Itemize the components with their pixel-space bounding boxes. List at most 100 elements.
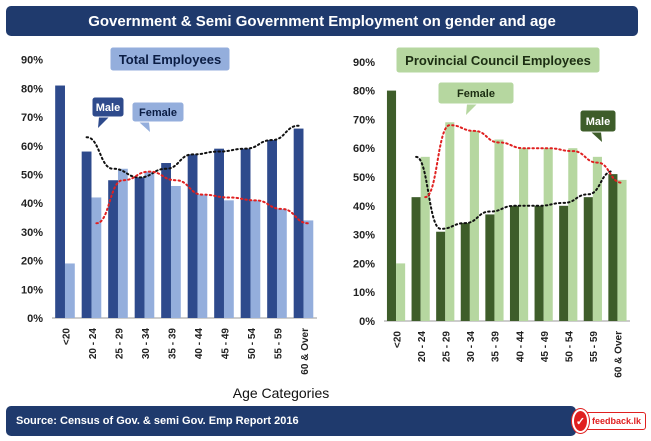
- pc-bar-male: [608, 174, 618, 321]
- pc-ytick-label: 10%: [353, 287, 375, 299]
- total-bar-male: [267, 140, 277, 318]
- pc-category-label: 50 - 54: [565, 331, 576, 363]
- total-bar-female: [276, 208, 287, 318]
- total-title-box: [109, 46, 231, 72]
- pc-ytick-label: 30%: [353, 230, 375, 242]
- pc-bar-female: [494, 139, 504, 321]
- pc-bar-male: [583, 197, 593, 321]
- total-category-label: 55 - 59: [273, 328, 284, 360]
- total-chart-title: Total Employees: [119, 52, 221, 67]
- total-legend-label: Female: [139, 107, 177, 119]
- pc-title-box: [395, 46, 601, 74]
- total-bar-male: [55, 85, 65, 318]
- total-category-label: 45 - 49: [220, 328, 231, 360]
- pc-bar-male: [559, 205, 569, 321]
- pc-category-label: 60 & Over: [614, 331, 625, 378]
- total-bar-female: [303, 220, 314, 318]
- total-category-label: 20 - 24: [88, 328, 99, 360]
- pc-ytick-label: 40%: [353, 201, 375, 213]
- total-bar-male: [214, 148, 224, 318]
- pc-ytick-label: 50%: [353, 172, 375, 184]
- pc-ytick-label: 80%: [353, 86, 375, 98]
- pc-category-label: 25 - 29: [442, 331, 453, 363]
- pc-legend-callout-male: [579, 109, 617, 133]
- pc-category-label: 20 - 24: [417, 331, 428, 363]
- pc-legend-label: Female: [457, 88, 495, 100]
- pc-bar-female: [592, 156, 602, 321]
- pc-legend-label: Male: [586, 116, 610, 128]
- total-ytick-label: 60%: [21, 141, 43, 153]
- pc-ytick-label: 60%: [353, 143, 375, 155]
- pc-bar-male: [386, 90, 397, 321]
- total-ytick-label: 10%: [21, 284, 43, 296]
- pc-callout-pointer: [591, 132, 602, 142]
- total-bar-female: [64, 263, 75, 318]
- main-title: Government & Semi Government Employment …: [88, 12, 556, 30]
- pc-ytick-label: 70%: [353, 114, 375, 126]
- total-bar-female: [144, 171, 155, 318]
- total-trendline-male: [85, 124, 300, 179]
- pc-callout-pointer: [466, 104, 477, 115]
- total-legend-label: Male: [96, 102, 120, 114]
- pc-chart: 0% 10% 20% 30% 40% 50% 60% 70% 80% 90% <20 20 - 24 2…: [353, 46, 630, 378]
- total-category-label: 25 - 29: [114, 328, 125, 360]
- pc-trendline-male: [415, 155, 614, 230]
- total-ytick-label: 0%: [27, 313, 43, 325]
- total-chart: 0% 10% 20% 30% 40% 50% 60% 70% 80% 90% <20 20 - 24 2…: [21, 46, 317, 375]
- total-legend-callout-male: [91, 96, 125, 118]
- total-bar-male: [134, 177, 145, 318]
- pc-ytick-label: 20%: [353, 258, 375, 270]
- footer-banner: Source: Census of Gov. & semi Gov. Emp R…: [6, 406, 576, 436]
- total-category-label: 30 - 34: [141, 328, 152, 360]
- total-callout-pointer: [98, 117, 109, 128]
- pc-bar-male: [534, 205, 544, 321]
- pc-category-label: 35 - 39: [491, 331, 502, 363]
- pc-bar-female: [445, 122, 455, 321]
- total-bar-female: [91, 197, 102, 318]
- pc-bar-female: [568, 148, 578, 321]
- total-ytick-label: 20%: [21, 256, 43, 268]
- total-bar-female: [197, 194, 208, 318]
- pc-category-label: 55 - 59: [589, 331, 600, 363]
- total-bar-male: [293, 128, 304, 318]
- total-bar-male: [187, 154, 198, 318]
- total-bar-male: [108, 180, 118, 318]
- pc-bar-male: [485, 214, 495, 321]
- total-ytick-label: 70%: [21, 112, 43, 124]
- pc-ytick-label: 0%: [359, 316, 375, 328]
- total-bar-female: [223, 200, 234, 318]
- total-ytick-label: 30%: [21, 227, 43, 239]
- total-category-label: 60 & Over: [300, 328, 311, 375]
- total-category-label: 40 - 44: [194, 328, 205, 360]
- pc-chart-title: Provincial Council Employees: [405, 53, 591, 68]
- pc-ytick-label: 90%: [353, 57, 375, 69]
- pc-bar-female: [543, 148, 553, 321]
- pc-trendline-female: [424, 124, 624, 199]
- pc-bar-female: [469, 130, 479, 321]
- brand-name: feedback.lk: [584, 412, 646, 430]
- pc-legend-callout-female: [437, 81, 515, 105]
- pc-category-label: 45 - 49: [540, 331, 551, 363]
- x-axis-title: Age Categories: [233, 385, 330, 401]
- total-bar-male: [81, 151, 92, 318]
- pc-bar-male: [509, 205, 520, 321]
- pc-bar-male: [411, 197, 421, 321]
- total-bar-female: [117, 168, 128, 318]
- total-bar-male: [240, 148, 251, 318]
- total-legend-callout-female: [131, 101, 185, 123]
- pc-category-label: 30 - 34: [466, 331, 477, 363]
- brand-logo: ✓ feedback.lk: [572, 409, 646, 433]
- total-category-label: 35 - 39: [167, 328, 178, 360]
- total-ytick-label: 80%: [21, 83, 43, 95]
- source-note: Source: Census of Gov. & semi Gov. Emp R…: [16, 415, 299, 427]
- pc-bar-male: [436, 231, 446, 321]
- pc-bar-female: [617, 179, 627, 321]
- pc-bar-female: [519, 148, 529, 321]
- total-category-label: 50 - 54: [247, 328, 258, 360]
- pc-bar-female: [420, 156, 430, 321]
- total-ytick-label: 90%: [21, 55, 43, 67]
- pc-category-label: 40 - 44: [515, 331, 526, 363]
- total-category-label: <20: [61, 328, 72, 345]
